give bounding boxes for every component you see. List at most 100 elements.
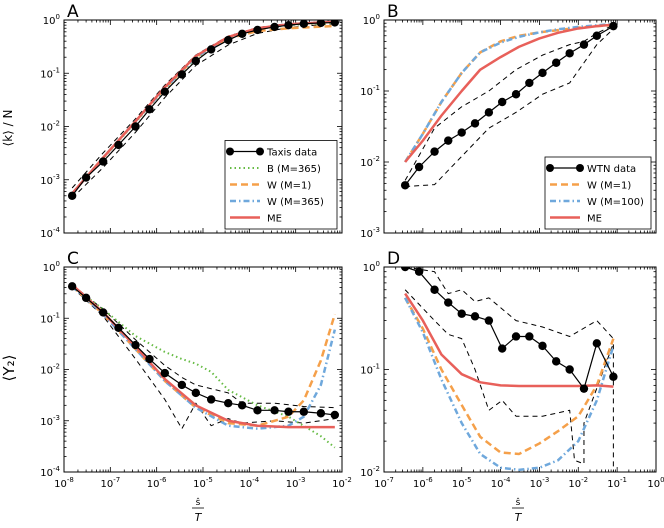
series-wtn-data-point <box>497 344 507 353</box>
plot-frame <box>63 19 343 234</box>
series-upper-bound-line <box>71 284 335 409</box>
axis-ticks <box>63 266 343 473</box>
y-tick-label-exponent: -4 <box>53 226 61 234</box>
x-tick-label: 10-6 <box>413 476 433 490</box>
series-lower-bound-line <box>71 287 335 430</box>
x-tick-label-exponent: -2 <box>345 476 352 484</box>
series-wtn-data-point <box>484 108 494 117</box>
y-tick-label: 10-1 <box>360 84 380 98</box>
legend-label: W (M=100) <box>587 197 644 208</box>
series-taxis-data-point <box>98 308 108 317</box>
x-tick-label: 10-5 <box>452 476 472 490</box>
series-taxis-data-point <box>67 282 77 291</box>
series-wtn-data-point <box>444 298 453 307</box>
x-tick-label-base: 10 <box>239 479 252 490</box>
series-wtn-data-point <box>538 68 547 78</box>
x-tick-label: 10-3 <box>530 476 550 490</box>
series-upper-bound-line <box>404 24 614 181</box>
y-axis-label-a-text: ⟨k⟩ / N <box>1 110 15 147</box>
series-wtn-data-point <box>430 147 439 156</box>
legend-label: W (M=1) <box>267 181 311 192</box>
x-tick-label: 10-7 <box>374 476 394 490</box>
panel-letter: A <box>67 2 79 22</box>
legend-label: ME <box>267 214 282 225</box>
series-wtn-data-point <box>579 384 589 393</box>
series-taxis-data-point <box>206 395 216 404</box>
y-tick-label-base: 10 <box>40 366 53 377</box>
y-tick-label: 10-3 <box>360 226 380 240</box>
y-tick-label: 10-3 <box>40 173 60 187</box>
series-taxis-data-point <box>253 25 262 35</box>
legend: WTN data W (M=1) W (M=100) ME <box>544 156 652 230</box>
series-me-line <box>404 292 614 388</box>
series-taxis-data-point <box>284 407 293 416</box>
series-taxis-data-point <box>299 407 309 416</box>
x-tick-label: 10-4 <box>239 476 259 490</box>
series-taxis-data-point <box>67 191 77 200</box>
x-tick-label-exponent: -7 <box>113 476 120 484</box>
y-tick-label-base: 10 <box>363 16 376 27</box>
y-tick-label-base: 10 <box>40 176 53 187</box>
series-w-m-1-line <box>71 285 337 427</box>
legend-marker <box>546 164 554 172</box>
y-tick-label-exponent: -1 <box>53 66 60 74</box>
x-tick-label-exponent: -4 <box>503 476 511 484</box>
series-wtn-data-point <box>457 128 466 137</box>
series-w-m-1-line <box>404 297 615 456</box>
series-taxis-data-point <box>224 35 233 45</box>
series-wtn-data-point <box>565 365 574 374</box>
y-tick-label-exponent: 0 <box>56 13 60 21</box>
series-wtn-data-point <box>538 341 547 351</box>
series-taxis-data-point <box>177 70 187 79</box>
y-tick-label-exponent: -1 <box>373 84 380 92</box>
y-tick-label: 10-2 <box>40 120 60 134</box>
x-tick-label-base: 10 <box>147 479 160 490</box>
series-wtn-data-point <box>497 97 507 107</box>
y-tick-label-base: 10 <box>43 263 56 274</box>
y-tick-label-base: 10 <box>360 366 373 377</box>
series-group <box>400 267 618 472</box>
legend-marker <box>226 147 234 156</box>
series-wtn-data-point <box>565 49 574 58</box>
x-label-c-bottom: T <box>195 511 203 524</box>
series-w-m-365-line <box>71 285 337 430</box>
series-taxis-data-point <box>81 173 91 182</box>
series-taxis-data-point <box>270 406 279 415</box>
x-tick-label-base: 10 <box>374 479 387 490</box>
series-taxis-data-point <box>206 45 216 54</box>
series-taxis-data-point <box>98 157 108 166</box>
y-tick-label-exponent: 0 <box>56 260 60 268</box>
series-wtn-data-point <box>414 162 424 172</box>
y-tick-label-exponent: -1 <box>373 363 380 371</box>
series-taxis-data-point <box>316 20 326 28</box>
legend-label: B (M=365) <box>267 164 321 175</box>
x-label-c-top: ŝ <box>196 497 201 508</box>
series-taxis-data-line <box>71 285 335 416</box>
y-tick-label-base: 10 <box>40 123 53 134</box>
axis-ticks <box>383 266 657 473</box>
x-tick-label-exponent: -6 <box>426 476 434 484</box>
x-tick-label: 10-1 <box>607 476 627 490</box>
series-taxis-data-point <box>224 399 233 408</box>
x-tick-label-exponent: -8 <box>67 476 74 484</box>
series-wtn-data-point <box>511 332 521 341</box>
x-tick-label-base: 10 <box>100 479 113 490</box>
y-tick-label-exponent: -2 <box>53 120 60 128</box>
series-taxis-data-point <box>330 20 340 27</box>
y-tick-label-base: 10 <box>40 314 53 325</box>
series-wtn-data-point <box>400 181 410 190</box>
x-tick-label-base: 10 <box>193 479 206 490</box>
x-tick-label-exponent: -6 <box>160 476 168 484</box>
x-tick-label-base: 10 <box>647 479 660 490</box>
y-tick-label-base: 10 <box>360 468 373 479</box>
series-wtn-data-point <box>592 339 602 348</box>
y-tick-label: 10-4 <box>40 226 60 240</box>
x-axis-label-d: ŝ T <box>512 497 524 524</box>
y-tick-label: 100 <box>363 260 380 274</box>
series-group <box>400 21 618 190</box>
y-tick-label-exponent: -2 <box>373 155 380 163</box>
y-tick-label: 10-1 <box>360 363 380 377</box>
series-lower-bound-line <box>405 28 614 188</box>
series-taxis-data-point <box>191 388 201 398</box>
legend-marker <box>256 147 264 156</box>
